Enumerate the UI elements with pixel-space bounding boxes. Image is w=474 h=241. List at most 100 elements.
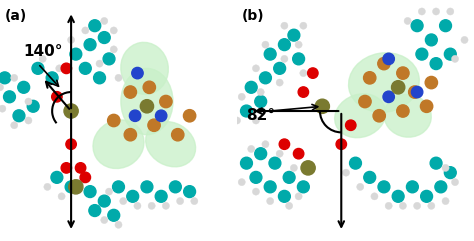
Circle shape — [252, 65, 259, 72]
Ellipse shape — [348, 53, 419, 112]
Circle shape — [10, 74, 18, 81]
Circle shape — [108, 114, 120, 127]
Circle shape — [293, 148, 304, 159]
Circle shape — [250, 171, 262, 183]
Circle shape — [397, 105, 409, 117]
Circle shape — [301, 161, 315, 175]
Circle shape — [115, 221, 122, 228]
Circle shape — [99, 195, 110, 207]
Circle shape — [262, 141, 269, 148]
Circle shape — [371, 193, 378, 200]
Circle shape — [404, 17, 411, 25]
Ellipse shape — [384, 94, 431, 137]
Circle shape — [378, 57, 390, 70]
Circle shape — [124, 86, 137, 98]
Circle shape — [413, 202, 421, 209]
Circle shape — [447, 8, 454, 15]
Circle shape — [276, 79, 283, 86]
Circle shape — [430, 157, 442, 169]
Circle shape — [264, 48, 276, 60]
Circle shape — [461, 36, 468, 43]
Circle shape — [124, 128, 137, 141]
Circle shape — [273, 62, 285, 74]
Ellipse shape — [335, 94, 386, 138]
Circle shape — [58, 193, 65, 200]
Circle shape — [308, 68, 318, 78]
Circle shape — [67, 36, 75, 43]
Circle shape — [10, 122, 18, 129]
Circle shape — [300, 70, 307, 77]
Circle shape — [183, 110, 196, 122]
Circle shape — [281, 55, 288, 62]
Circle shape — [240, 105, 252, 117]
Circle shape — [110, 46, 117, 53]
Circle shape — [127, 190, 138, 202]
Circle shape — [103, 53, 115, 65]
Circle shape — [315, 99, 329, 113]
Circle shape — [39, 55, 46, 62]
Text: 140°: 140° — [24, 44, 63, 59]
Circle shape — [373, 110, 385, 122]
Circle shape — [383, 53, 394, 65]
Circle shape — [411, 20, 423, 32]
Circle shape — [442, 164, 449, 171]
Circle shape — [336, 139, 346, 149]
Circle shape — [416, 48, 428, 60]
Circle shape — [119, 198, 127, 205]
Circle shape — [364, 171, 375, 183]
Circle shape — [155, 110, 167, 121]
Circle shape — [108, 209, 119, 221]
Circle shape — [96, 60, 103, 67]
Circle shape — [89, 20, 101, 32]
Circle shape — [115, 74, 122, 81]
Circle shape — [264, 181, 276, 193]
Circle shape — [129, 110, 141, 121]
Circle shape — [281, 22, 288, 29]
Circle shape — [134, 202, 141, 209]
Circle shape — [132, 67, 143, 79]
Circle shape — [290, 164, 298, 171]
Circle shape — [80, 172, 91, 183]
Circle shape — [148, 119, 160, 131]
Circle shape — [276, 150, 283, 157]
Circle shape — [238, 179, 246, 186]
Circle shape — [392, 81, 405, 94]
Circle shape — [238, 93, 246, 100]
Circle shape — [44, 183, 51, 190]
Circle shape — [409, 86, 421, 98]
Circle shape — [56, 65, 63, 72]
Circle shape — [252, 188, 259, 195]
Circle shape — [255, 148, 266, 160]
Circle shape — [240, 157, 252, 169]
Ellipse shape — [146, 122, 196, 167]
Circle shape — [75, 163, 86, 173]
Circle shape — [298, 87, 309, 97]
Circle shape — [61, 163, 72, 173]
Circle shape — [439, 20, 451, 32]
Circle shape — [288, 29, 300, 41]
Ellipse shape — [121, 68, 173, 135]
Circle shape — [64, 104, 78, 118]
Circle shape — [257, 88, 264, 96]
Ellipse shape — [121, 42, 168, 94]
Circle shape — [169, 181, 181, 193]
Text: 82°: 82° — [246, 108, 275, 123]
Circle shape — [51, 171, 63, 183]
Circle shape — [451, 179, 459, 186]
Circle shape — [349, 157, 361, 169]
Circle shape — [0, 105, 6, 112]
Circle shape — [392, 190, 404, 202]
Circle shape — [70, 48, 82, 60]
Circle shape — [100, 17, 108, 25]
Circle shape — [0, 84, 3, 91]
Circle shape — [359, 95, 371, 108]
Circle shape — [255, 96, 266, 107]
Circle shape — [397, 67, 409, 79]
Circle shape — [89, 205, 101, 216]
Circle shape — [3, 91, 15, 103]
Circle shape — [411, 86, 423, 98]
Circle shape — [66, 139, 76, 149]
Circle shape — [99, 32, 110, 43]
Circle shape — [18, 81, 29, 93]
Circle shape — [297, 181, 309, 193]
